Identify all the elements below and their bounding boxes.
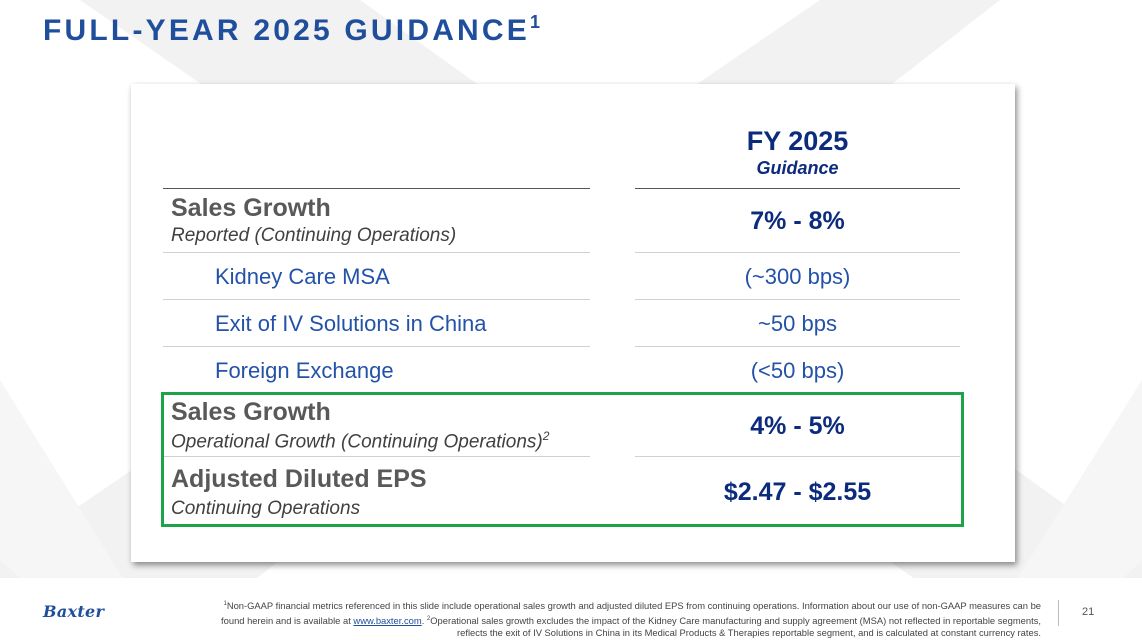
highlight-box [161, 392, 964, 527]
value-exit-iv-solutions: ~50 bps [758, 311, 837, 336]
slide-title: FULL-YEAR 2025 GUIDANCE1 [43, 12, 541, 47]
row-divider [635, 299, 960, 300]
guidance-card [131, 84, 1015, 562]
row-label-foreign-exchange: Foreign Exchange [215, 358, 394, 383]
baxter-logo: Baxter [43, 602, 105, 621]
row-sublabel-continuing-operations: Continuing Operations [171, 498, 361, 519]
value-foreign-exchange: (<50 bps) [750, 358, 845, 383]
value-adjusted-diluted-eps: $2.47 - $2.55 [723, 478, 872, 506]
row-label-kidney-care-msa: Kidney Care MSA [215, 264, 390, 289]
row-divider [635, 252, 960, 253]
row-divider [163, 456, 590, 457]
row-label-sales-growth-reported: Sales Growth [171, 194, 331, 222]
row-sublabel-reported: Reported (Continuing Operations) [171, 225, 457, 246]
value-sales-growth-reported: 7% - 8% [750, 207, 845, 235]
footer-band [0, 578, 1142, 638]
value-kidney-care-msa: (~300 bps) [744, 264, 851, 289]
row-divider [635, 346, 960, 347]
footnotes: 1Non-GAAP financial metrics referenced i… [221, 600, 1041, 639]
row-sublabel-operational: Operational Growth (Continuing Operation… [171, 429, 550, 453]
footer-divider [1058, 600, 1059, 626]
column-header-guidance: Guidance [756, 158, 839, 178]
page-number: 21 [1082, 606, 1095, 618]
row-divider [163, 346, 590, 347]
row-divider [163, 299, 590, 300]
header-divider-right [635, 188, 960, 189]
row-divider [163, 252, 590, 253]
row-divider [635, 456, 960, 457]
baxter-website-link[interactable]: www.baxter.com [353, 614, 422, 626]
row-label-sales-growth-operational: Sales Growth [171, 398, 331, 426]
header-divider-left [163, 188, 590, 189]
row-label-adjusted-diluted-eps: Adjusted Diluted EPS [171, 465, 427, 493]
row-label-exit-iv-solutions: Exit of IV Solutions in China [215, 311, 487, 336]
column-header-year: FY 2025 [746, 126, 849, 156]
value-sales-growth-operational: 4% - 5% [750, 412, 845, 440]
